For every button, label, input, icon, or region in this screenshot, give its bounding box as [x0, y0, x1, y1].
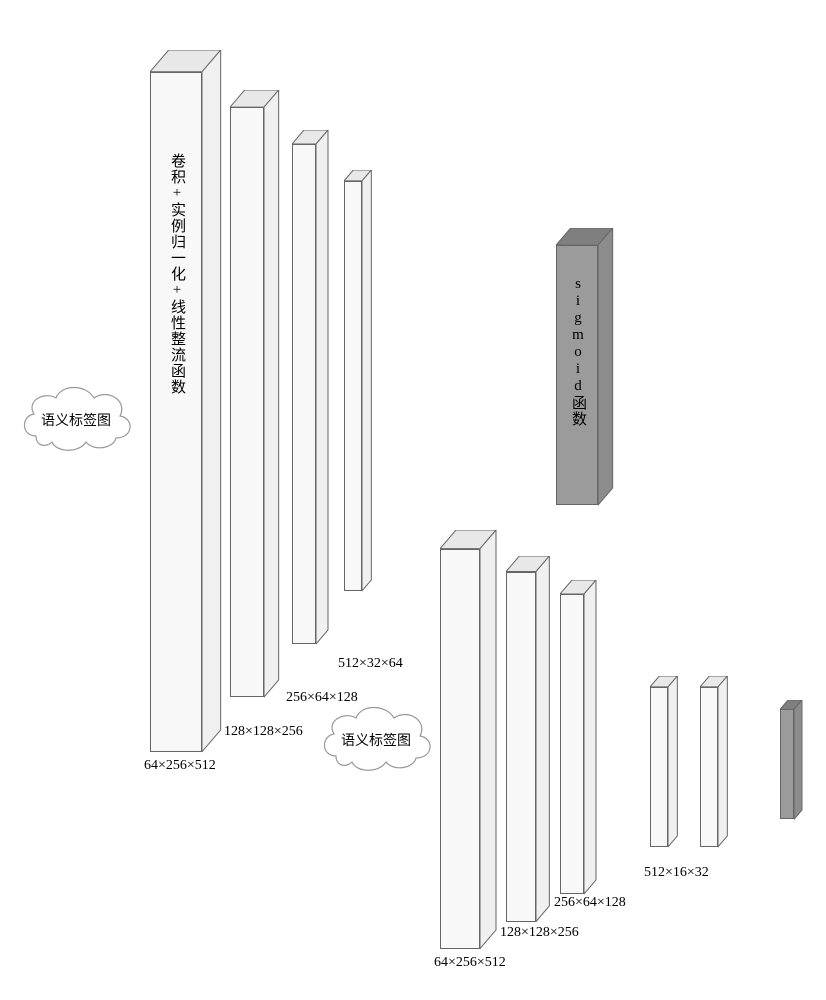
block-dim-L3: 256×64×128 [286, 690, 358, 706]
block-dim-R1: 64×256×512 [434, 955, 506, 971]
block-dim-R2: 128×128×256 [500, 925, 579, 941]
block-vlabel-L1: 卷积+实例归一化+线性整流函数 [167, 153, 188, 670]
cloud-label-cloud-left: 语义标签图 [16, 410, 136, 430]
block-vlabel-SIG: sigmoid函数 [568, 276, 589, 474]
block-dim-L1: 64×256×512 [144, 758, 216, 774]
cloud-right: 语义标签图 [316, 696, 436, 776]
block-dim-L4: 512×32×64 [338, 656, 403, 672]
cloud-label-cloud-right: 语义标签图 [316, 730, 436, 750]
block-dim-R3: 256×64×128 [554, 895, 626, 911]
block-dim-R4: 512×16×32 [644, 865, 709, 881]
block-dim-L2: 128×128×256 [224, 724, 303, 740]
cloud-left: 语义标签图 [16, 376, 136, 456]
